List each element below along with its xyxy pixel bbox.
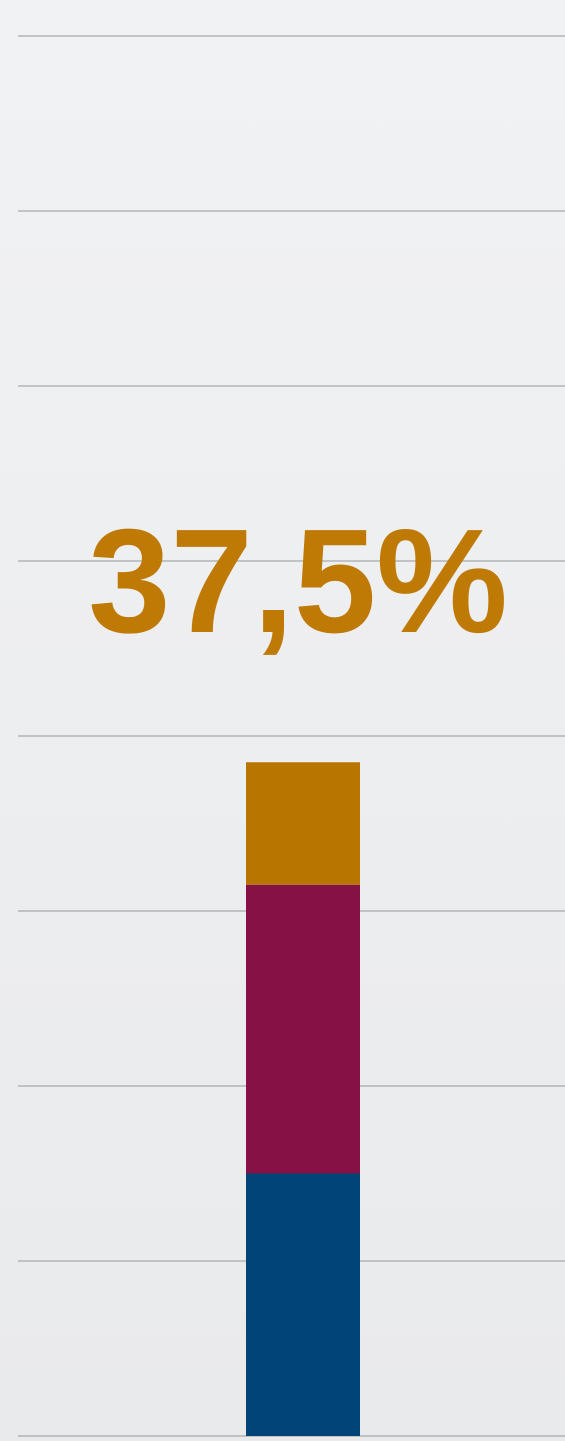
grid bbox=[18, 35, 565, 1437]
bar-segment bbox=[246, 762, 360, 885]
bar-segment bbox=[246, 884, 360, 1174]
bars bbox=[246, 762, 360, 1436]
annotation: 37,5% bbox=[88, 499, 508, 664]
bar-segment bbox=[246, 1173, 360, 1436]
